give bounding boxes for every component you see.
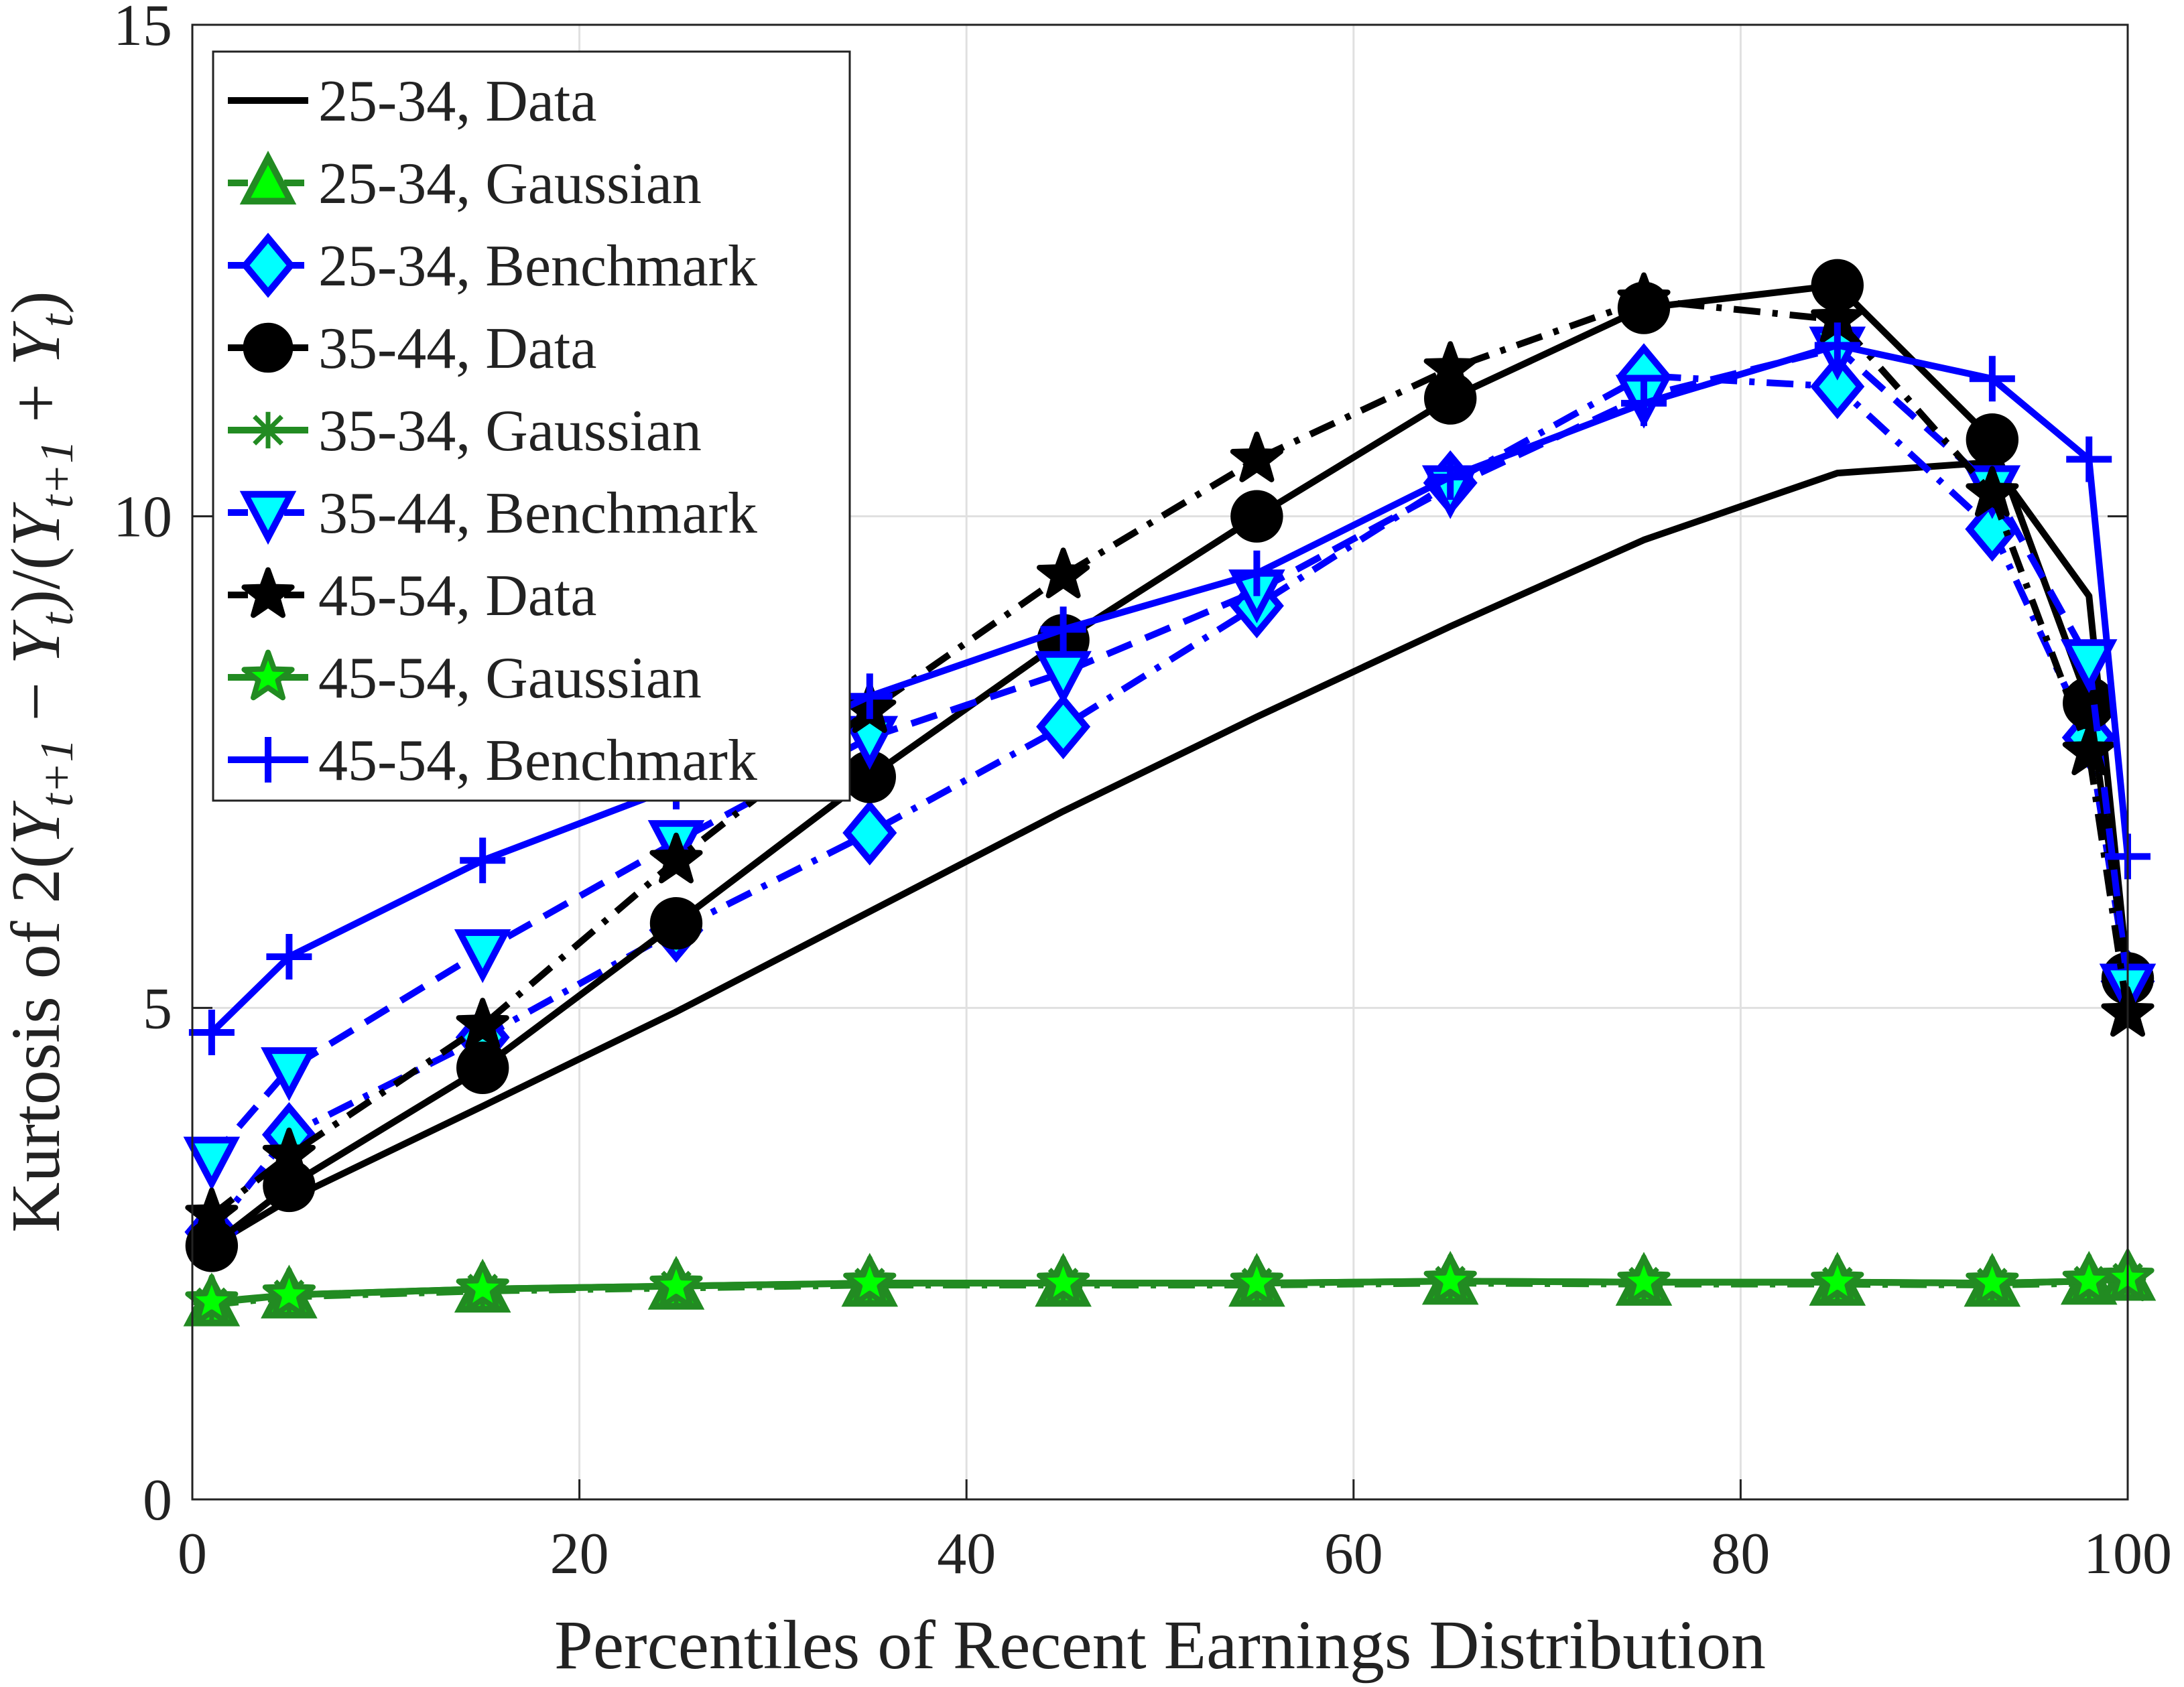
marker-diamond bbox=[241, 232, 296, 298]
legend: 25-34, Data 25-34, Gaussian 25-34, Benchma… bbox=[212, 50, 851, 802]
marker-star bbox=[262, 1267, 316, 1319]
marker-star bbox=[241, 567, 295, 618]
marker-plus bbox=[846, 673, 893, 720]
marker-circle bbox=[649, 896, 703, 950]
legend-item: 25-34, Benchmark bbox=[228, 232, 757, 299]
marker-star bbox=[1037, 547, 1090, 598]
marker-star bbox=[1230, 1255, 1283, 1306]
legend-label: 25-34, Data bbox=[318, 69, 596, 134]
marker-triangle-down bbox=[2060, 639, 2118, 693]
marker-plus bbox=[460, 837, 506, 884]
x-tick-label: 60 bbox=[1324, 1522, 1383, 1587]
marker-plus bbox=[2066, 436, 2112, 482]
marker-star bbox=[456, 998, 509, 1049]
marker-triangle-down bbox=[454, 929, 511, 984]
legend-label: 25-34, Benchmark bbox=[318, 234, 757, 299]
marker-star bbox=[1037, 1255, 1090, 1306]
marker-plus bbox=[1427, 454, 1474, 500]
ticks: 0 20 40 60 80 100 0 5 10 15 bbox=[113, 0, 2172, 1587]
marker-triangle-down bbox=[1035, 651, 1092, 705]
marker-star bbox=[1423, 341, 1477, 392]
marker-plus bbox=[1969, 356, 2015, 402]
legend-item: 25-34, Data bbox=[228, 69, 596, 134]
marker-triangle-up bbox=[239, 150, 297, 205]
legend-item: 45-54, Benchmark bbox=[228, 728, 757, 793]
marker-plus bbox=[266, 934, 312, 980]
x-tick-label: 20 bbox=[550, 1522, 609, 1587]
marker-asterisk bbox=[249, 411, 287, 449]
legend-label: 35-44, Data bbox=[318, 316, 596, 381]
legend-label: 35-44, Benchmark bbox=[318, 481, 757, 546]
legend-item: 25-34, Gaussian bbox=[228, 150, 702, 216]
marker-star bbox=[1617, 1254, 1671, 1305]
legend-label: 35-34, Gaussian bbox=[318, 399, 702, 464]
marker-star bbox=[649, 832, 703, 884]
marker-circle bbox=[185, 1219, 239, 1272]
y-tick-label: 0 bbox=[143, 1468, 172, 1533]
x-tick-label: 80 bbox=[1711, 1522, 1770, 1587]
marker-star bbox=[1966, 466, 2019, 517]
marker-star bbox=[843, 1255, 897, 1306]
marker-star bbox=[241, 649, 295, 701]
legend-item: 45-54, Data bbox=[228, 563, 596, 628]
marker-star bbox=[456, 1261, 509, 1312]
axes-box bbox=[191, 23, 2129, 1501]
marker-circle bbox=[243, 322, 294, 373]
series-45-54-gaussian bbox=[185, 1250, 2155, 1325]
marker-plus bbox=[1814, 322, 1860, 368]
marker-star bbox=[1811, 1254, 1864, 1305]
marker-circle bbox=[456, 1041, 509, 1095]
marker-star bbox=[1617, 272, 1671, 324]
y-axis-label: Kurtosis of 2(Yt+1​ − Yt​)/(Yt+1​ + Yt​) bbox=[0, 291, 83, 1233]
marker-diamond bbox=[842, 800, 897, 866]
x-tick-label: 40 bbox=[937, 1522, 996, 1587]
marker-circle bbox=[1230, 490, 1283, 543]
marker-star bbox=[1966, 1255, 2019, 1306]
marker-star bbox=[1230, 431, 1283, 482]
x-axis-label: Percentiles of Recent Earnings Distribut… bbox=[554, 1607, 1766, 1684]
marker-star bbox=[649, 1258, 703, 1309]
series-layer bbox=[183, 259, 2157, 1327]
legend-box bbox=[212, 50, 851, 802]
marker-plus bbox=[1234, 550, 1280, 596]
legend-label: 45-54, Data bbox=[318, 563, 596, 628]
y-tick-label: 5 bbox=[143, 976, 172, 1041]
marker-plus bbox=[1040, 606, 1086, 653]
marker-diamond bbox=[1036, 694, 1091, 760]
marker-star bbox=[1423, 1253, 1477, 1304]
legend-item: 35-44, Benchmark bbox=[228, 481, 757, 546]
marker-triangle-down bbox=[261, 1047, 318, 1101]
marker-triangle-down bbox=[239, 490, 297, 545]
marker-diamond bbox=[1810, 354, 1865, 419]
marker-circle bbox=[1966, 413, 2019, 466]
marker-star bbox=[185, 1187, 239, 1239]
legend-label: 45-54, Benchmark bbox=[318, 728, 757, 793]
legend-item: 35-44, Data bbox=[228, 316, 596, 381]
legend-item: 45-54, Gaussian bbox=[228, 646, 702, 711]
marker-plus bbox=[1621, 380, 1667, 426]
x-tick-label: 100 bbox=[2083, 1522, 2172, 1587]
x-tick-label: 0 bbox=[178, 1522, 207, 1587]
legend-item: 35-34, Gaussian bbox=[228, 399, 702, 464]
marker-plus bbox=[188, 1010, 235, 1056]
marker-star bbox=[2062, 724, 2116, 776]
legend-label: 45-54, Gaussian bbox=[318, 646, 702, 711]
marker-star bbox=[185, 1274, 239, 1325]
marker-triangle-down bbox=[183, 1136, 241, 1191]
y-tick-label: 15 bbox=[113, 0, 172, 58]
y-tick-label: 10 bbox=[113, 485, 172, 550]
marker-plus bbox=[245, 737, 291, 783]
marker-star bbox=[262, 1128, 316, 1178]
legend-label: 25-34, Gaussian bbox=[318, 151, 702, 216]
